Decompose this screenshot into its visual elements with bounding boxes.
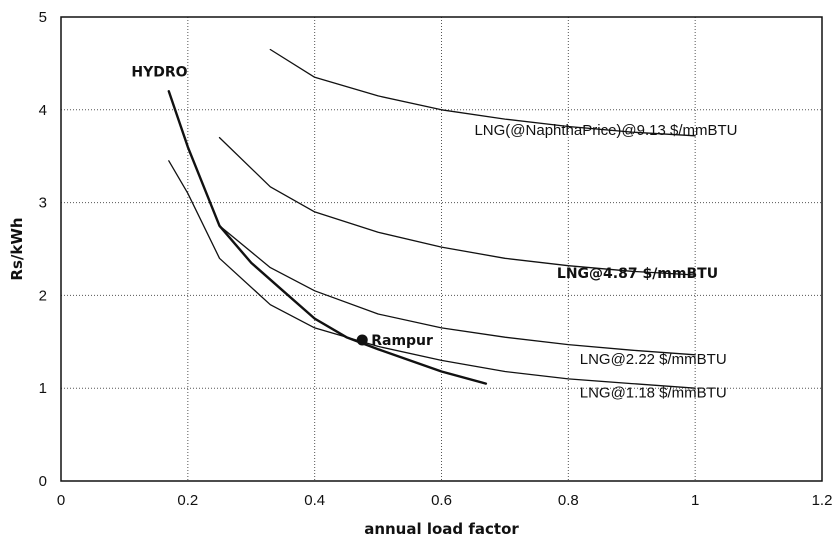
y-tick-label: 1 (39, 380, 47, 397)
x-axis-title: annual load factor (364, 520, 519, 538)
plot-frame (60, 16, 823, 482)
series-label-lng-2-22-mmbtu: LNG@2.22 $/mmBTU (580, 351, 727, 368)
x-tick-label: 1.2 (812, 492, 833, 509)
x-tick-label: 0.8 (558, 492, 579, 509)
series-line-lng-1-18-mmbtu (168, 160, 696, 389)
x-tick-label: 0.2 (177, 492, 198, 509)
series-label-lng-4-87-mmbtu: LNG@4.87 $/mmBTU (557, 266, 718, 282)
x-tick-label: 0.6 (431, 492, 452, 509)
series-line-lng-naphthaprice-9-13-mmbtu (269, 48, 696, 137)
x-tick-label: 0 (57, 492, 65, 509)
series-line-lng-2-22-mmbtu (218, 225, 696, 356)
rampur-label: Rampur (371, 333, 433, 349)
y-tick-label: 4 (39, 102, 47, 119)
series-line-hydro (167, 89, 488, 385)
series-label-lng-naphthaprice-9-13-mmbtu: LNG(@NaphthaPrice)@9.13 $/mmBTU (474, 122, 737, 139)
x-tick-label: 1 (691, 492, 699, 509)
y-tick-label: 3 (39, 195, 47, 212)
series-labels: HYDRO LNG(@NaphthaPrice)@9.13 $/mmBTU LNG@… (131, 64, 737, 401)
series-lines (167, 48, 696, 389)
y-tick-label: 2 (39, 287, 47, 304)
tick-labels: 0 0.2 0.4 0.6 0.8 1 1.2 0 1 2 3 4 5 (39, 9, 833, 509)
rampur-point-marker (356, 334, 368, 346)
series-label-hydro: HYDRO (131, 64, 187, 80)
point-markers: Rampur (356, 333, 433, 349)
gridlines (61, 17, 822, 481)
y-axis-title: Rs/kWh (8, 217, 26, 280)
y-tick-label: 0 (39, 473, 47, 490)
series-line-lng-4-87-mmbtu (218, 136, 696, 276)
y-tick-label: 5 (39, 9, 47, 26)
x-tick-label: 0.4 (304, 492, 325, 509)
series-label-lng-1-18-mmbtu: LNG@1.18 $/mmBTU (580, 384, 727, 401)
